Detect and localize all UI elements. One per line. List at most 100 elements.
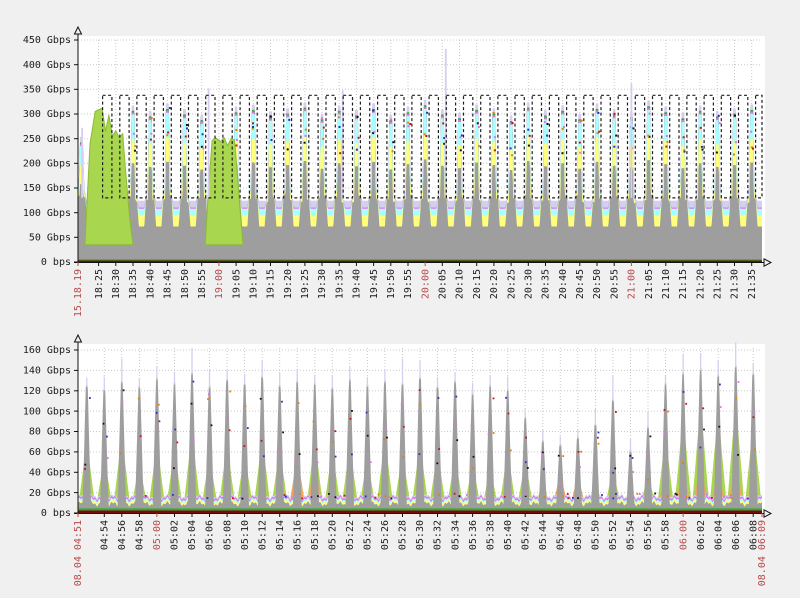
green-baseline (78, 259, 762, 261)
x-tick-label: 05:36 (468, 520, 479, 550)
x-tick-label: 20:20 (489, 269, 500, 299)
x-axis-arrow (763, 257, 773, 268)
x-tick-label: 21:15 (678, 269, 689, 299)
x-tick-label: 05:40 (503, 520, 514, 550)
x-tick-label: 21:35 (747, 269, 758, 299)
y-tick-label: 60 Gbps (29, 447, 71, 458)
y-axis-labels: 450 Gbps 400 Gbps 350 Gbps 300 Gbps 250 Gbps… (23, 35, 71, 268)
series-gray (78, 365, 762, 513)
x-tick-label: 18:35 (128, 269, 139, 299)
y-tick-label: 140 Gbps (23, 366, 71, 377)
x-tick-label: 05:48 (573, 520, 584, 550)
y-tick-label: 20 Gbps (29, 488, 71, 499)
axes (73, 25, 773, 268)
x-tick-label: 05:08 (222, 520, 233, 550)
y-tick-label: 40 Gbps (29, 468, 71, 479)
x-tick-label: 05:20 (328, 520, 339, 550)
x-tick-label: 05:14 (275, 520, 286, 550)
x-tick-label: 19:55 (403, 269, 414, 299)
x-tick-label: 05:46 (556, 520, 567, 550)
darkred-baseline (78, 260, 762, 262)
x-tick-label: 20:50 (592, 269, 603, 299)
x-tick-label: 18:30 (111, 269, 122, 299)
x-tick-label: 19:20 (283, 269, 294, 299)
x-tick-label: 05:16 (292, 520, 303, 550)
x-tick-label: 05:22 (345, 520, 356, 550)
x-tick-label: 20:35 (541, 269, 552, 299)
y-tick-label: 350 Gbps (23, 85, 71, 96)
x-tick-label: 04:56 (117, 520, 128, 550)
x-tick-label: 05:06 (205, 520, 216, 550)
x-tick-label: 21:25 (713, 269, 724, 299)
x-tick-label: 20:05 (438, 269, 449, 299)
y-tick-label: 450 Gbps (23, 35, 71, 46)
x-tick-label: 18:45 (163, 269, 174, 299)
axes (73, 333, 773, 519)
x-tick-label: 20:30 (524, 269, 535, 299)
y-tick-label: 120 Gbps (23, 386, 71, 397)
x-tick-label: 05:02 (170, 520, 181, 550)
x-tick-label: 20:25 (506, 269, 517, 299)
x-tick-label: 21:30 (730, 269, 741, 299)
x-tick-label: 20:10 (455, 269, 466, 299)
x-tick-label: 19:10 (249, 269, 260, 299)
x-tick-label: 21:05 (644, 269, 655, 299)
x-tick-label: 05:54 (626, 520, 637, 550)
lavender-tips (84, 342, 756, 500)
x-tick-label-red: 21:00 (627, 269, 638, 299)
x-tick-label-red: 20:00 (420, 269, 431, 299)
stacked-series (78, 99, 762, 262)
x-tick-label: 06:08 (748, 520, 759, 550)
darkred-baseline (78, 510, 762, 513)
x-tick-label: 05:28 (398, 520, 409, 550)
y-tick-label: 160 Gbps (23, 345, 71, 356)
x-tick-label: 19:45 (369, 269, 380, 299)
x-tick-label: 05:26 (380, 520, 391, 550)
x-tick-label: 18:50 (180, 269, 191, 299)
x-tick-label: 19:05 (231, 269, 242, 299)
x-tick-label: 06:06 (731, 520, 742, 550)
x-tick-label: 06:02 (696, 520, 707, 550)
dashed-boxes (101, 94, 763, 199)
y-axis-labels: 160 Gbps 140 Gbps 120 Gbps 100 Gbps 80 Gbps 6… (23, 345, 71, 519)
x-tick-label: 18:55 (197, 269, 208, 299)
x-tick-label: 19:40 (352, 269, 363, 299)
top-traffic-graph: 450 Gbps 400 Gbps 350 Gbps 300 Gbps 250 Gbps… (23, 25, 773, 317)
x-tick-label-red: 19:00 (214, 269, 225, 299)
x-axis-arrow (763, 508, 773, 519)
y-tick-label: 150 Gbps (23, 183, 71, 194)
x-tick-label: 04:54 (100, 520, 111, 550)
x-tick-label: 19:25 (300, 269, 311, 299)
x-axis-labels: 08.04 04:51 04:54 04:56 04:58 05:00 05:02 05:0… (73, 520, 768, 586)
x-tick-label-red: 15.18.19 (73, 269, 84, 317)
x-tick-label-red: 08.04 04:51 (73, 520, 84, 586)
x-tick-label: 19:30 (317, 269, 328, 299)
x-tick-label: 05:30 (415, 520, 426, 550)
y-tick-label: 80 Gbps (29, 427, 71, 438)
bottom-traffic-graph: 160 Gbps 140 Gbps 120 Gbps 100 Gbps 80 Gbps 6… (23, 333, 773, 586)
x-tick-label: 05:10 (240, 520, 251, 550)
x-tick-label: 18:25 (94, 269, 105, 299)
x-tick-label: 05:12 (257, 520, 268, 550)
x-tick-label: 05:24 (363, 520, 374, 550)
x-tick-label: 04:58 (135, 520, 146, 550)
x-tick-label-red: 06:00 (678, 520, 689, 550)
x-tick-label: 19:15 (266, 269, 277, 299)
x-tick-label: 21:20 (695, 269, 706, 299)
x-tick-label: 05:56 (643, 520, 654, 550)
x-tick-label: 05:04 (187, 520, 198, 550)
x-tick-label: 05:32 (433, 520, 444, 550)
y-axis-arrow (73, 25, 83, 35)
y-tick-label: 0 bps (41, 257, 71, 268)
x-tick-label: 06:04 (713, 520, 724, 550)
x-tick-label: 05:18 (310, 520, 321, 550)
x-tick-label-red: 08.04 06:09 (757, 520, 768, 586)
x-tick-label: 19:35 (334, 269, 345, 299)
series-gray (78, 159, 762, 262)
x-axis-labels: 15.18.19 18:25 18:30 18:35 18:40 18:45 18:50 18… (73, 269, 758, 317)
x-tick-label: 20:45 (575, 269, 586, 299)
y-tick-label: 400 Gbps (23, 60, 71, 71)
x-tick-label: 21:10 (661, 269, 672, 299)
